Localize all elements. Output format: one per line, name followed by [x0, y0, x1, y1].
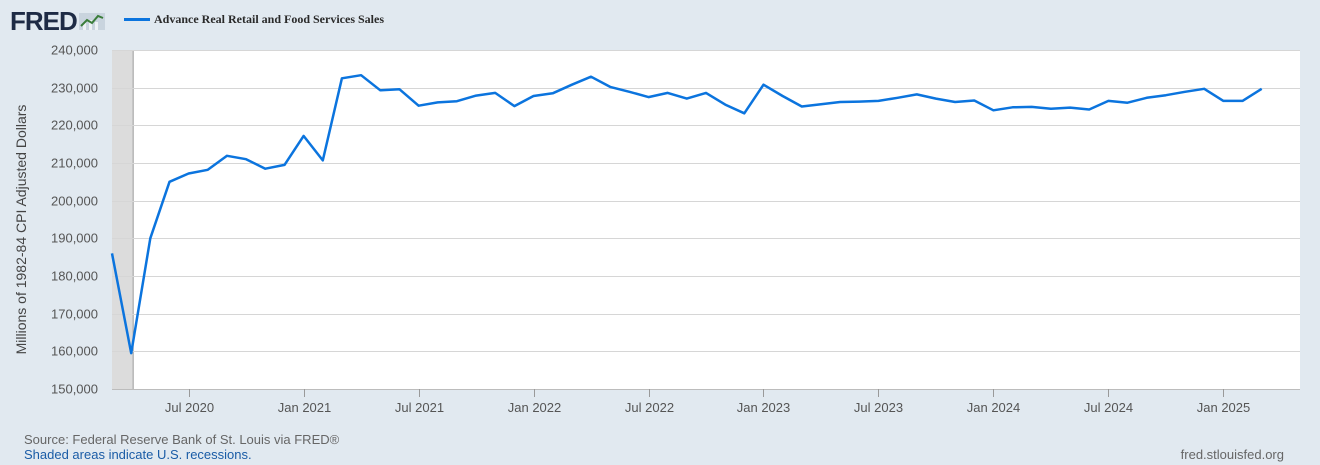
y-tick-label: 160,000: [51, 344, 98, 359]
chart-legend: Advance Real Retail and Food Services Sa…: [124, 12, 384, 27]
y-tick-label: 240,000: [51, 43, 98, 58]
x-tick-label: Jul 2024: [1084, 400, 1133, 415]
x-tick-label: Jul 2021: [395, 400, 444, 415]
footer-source: Source: Federal Reserve Bank of St. Loui…: [24, 432, 340, 447]
y-axis-ticks: 150,000 160,000 170,000 180,000 190,000 200,0…: [51, 43, 98, 397]
plot-background: [112, 50, 1300, 389]
footer-url[interactable]: fred.stlouisfed.org: [1180, 447, 1284, 462]
fred-logo[interactable]: FRED: [10, 6, 105, 36]
plot-area: [112, 50, 1300, 389]
series-line[interactable]: [110, 73, 1263, 355]
x-tick-label: Jan 2023: [737, 400, 791, 415]
y-tick-label: 230,000: [51, 81, 98, 96]
y-tick-label: 220,000: [51, 118, 98, 133]
recession-shading: [112, 50, 134, 389]
y-axis-title: Millions of 1982-84 CPI Adjusted Dollars: [13, 105, 29, 355]
x-tick-label: Jul 2023: [854, 400, 903, 415]
x-tick-label: Jul 2020: [165, 400, 214, 415]
fred-chart-icon: [78, 13, 105, 30]
grid-lines: [112, 50, 1300, 390]
y-tick-label: 190,000: [51, 231, 98, 246]
legend-swatch: [124, 18, 150, 21]
x-tick-label: Jan 2022: [508, 400, 562, 415]
y-tick-label: 150,000: [51, 382, 98, 397]
recession-band: [112, 50, 134, 389]
x-tick-label: Jan 2021: [278, 400, 332, 415]
footer-recession-note[interactable]: Shaded areas indicate U.S. recessions.: [24, 447, 252, 462]
x-axis-ticks: Jul 2020 Jan 2021 Jul 2021 Jan 2022 Jul 2022…: [165, 389, 1250, 415]
x-tick-label: Jul 2022: [625, 400, 674, 415]
y-tick-label: 170,000: [51, 307, 98, 322]
line-chart: 150,000 160,000 170,000 180,000 190,000 200,0…: [13, 43, 1300, 415]
x-tick-label: Jan 2025: [1197, 400, 1251, 415]
x-tick-label: Jan 2024: [967, 400, 1021, 415]
legend-series-label: Advance Real Retail and Food Services Sa…: [154, 12, 384, 26]
y-tick-label: 200,000: [51, 194, 98, 209]
series-layer: [110, 73, 1263, 355]
y-tick-label: 210,000: [51, 156, 98, 171]
y-tick-label: 180,000: [51, 269, 98, 284]
fred-logo-text: FRED: [10, 6, 78, 36]
